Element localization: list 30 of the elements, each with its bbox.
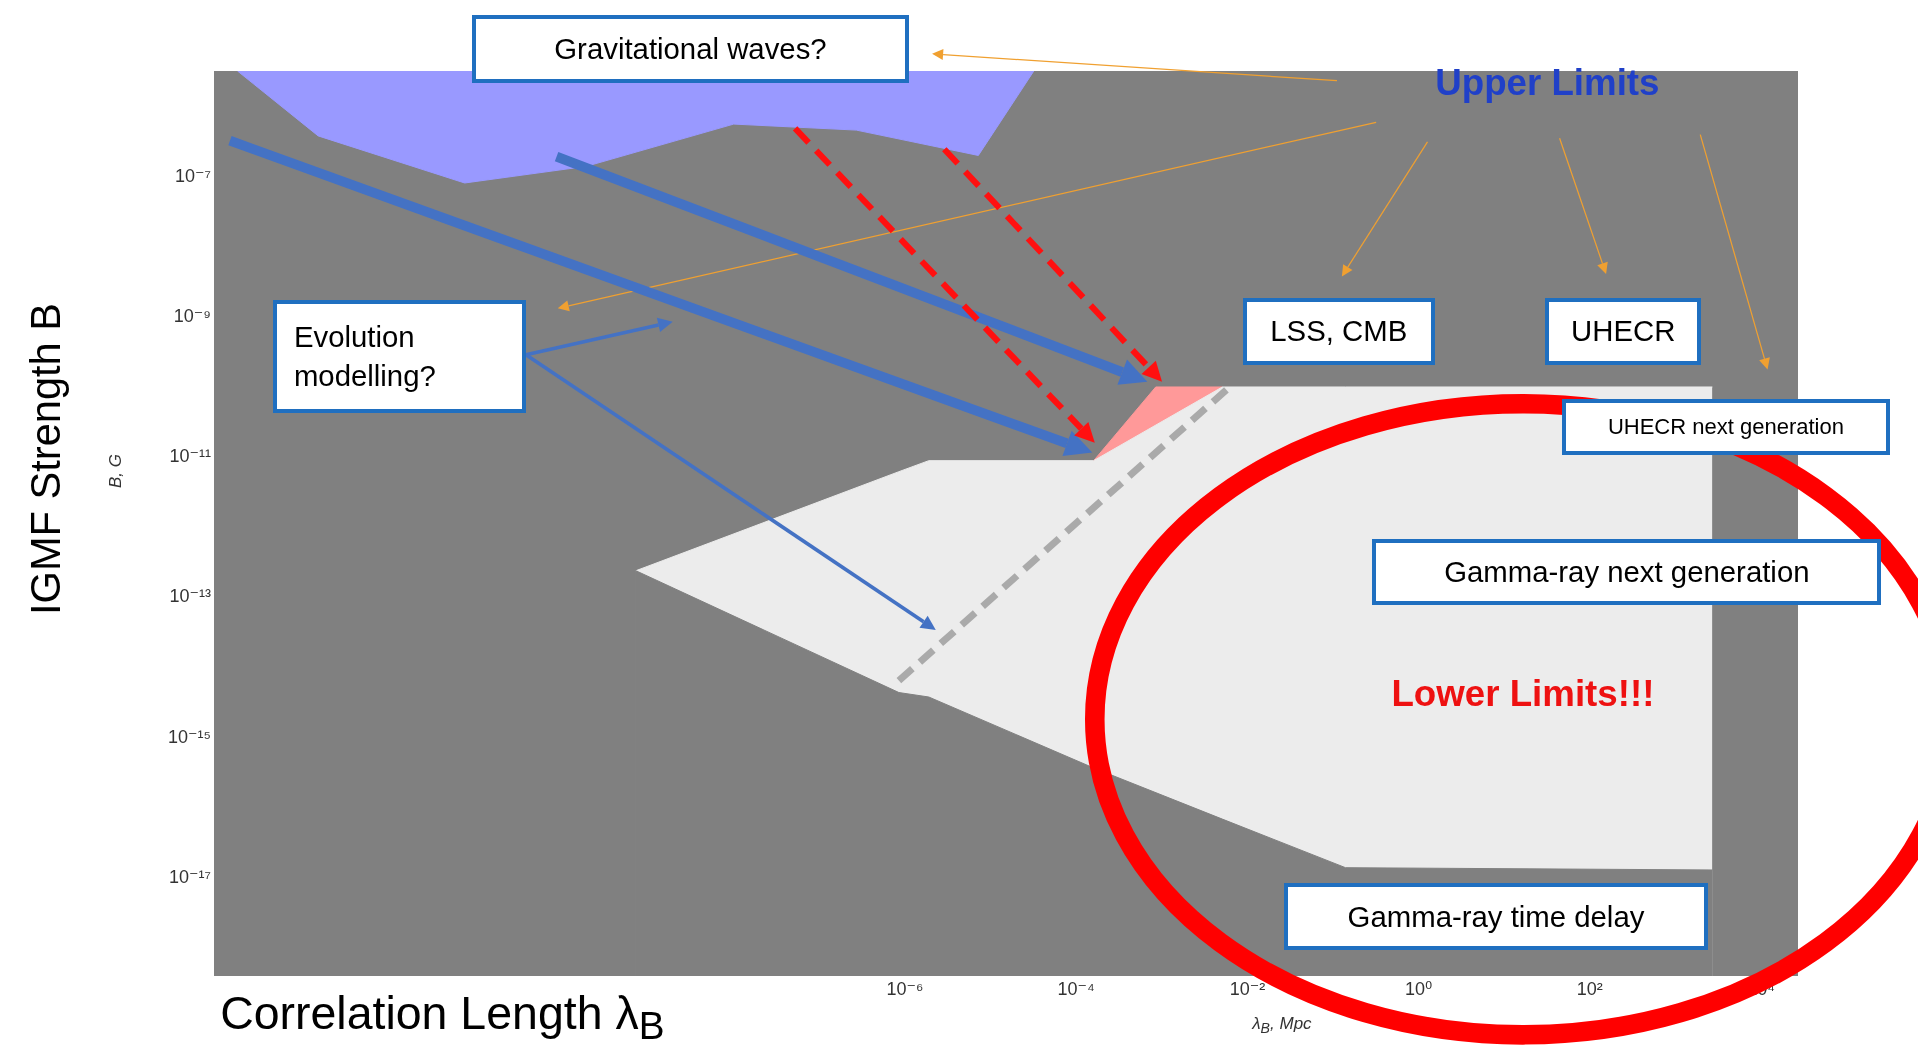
annotation: UHECR	[1571, 313, 1676, 350]
annotation: Gamma-ray next generation	[1444, 554, 1810, 591]
y-tick-label: 10⁻⁷	[174, 165, 211, 186]
y-tick-label: 10⁻¹⁷	[168, 866, 211, 887]
text-box: Gravitational waves?	[472, 14, 909, 84]
x-tick-label: 10⁻⁴	[1057, 978, 1095, 999]
text-box: Evolution modelling?	[272, 299, 526, 414]
annotation: UHECR next generation	[1607, 412, 1844, 441]
text-box: Gamma-ray next generation	[1372, 539, 1882, 606]
y-tick-label: 10⁻⁹	[173, 305, 211, 326]
text: Correlation Length λ$_{B}$	[220, 986, 665, 1050]
x-axis-title: λ$_{B}$, Mpc	[1252, 1013, 1312, 1037]
annotation: Upper Limits	[1435, 61, 1660, 106]
y-axis-title: B, G	[106, 453, 127, 488]
y-tick-label: 10⁻¹⁵	[168, 726, 211, 747]
annotation: Gamma-ray time delay	[1347, 898, 1645, 935]
annotation: Evolution modelling?	[293, 319, 437, 394]
text-box: Gamma-ray time delay	[1284, 883, 1708, 951]
x-tick-label: 10²	[1576, 978, 1603, 999]
x-tick-label: 10⁰	[1404, 978, 1433, 999]
text-box: LSS, CMB	[1242, 298, 1435, 365]
y-tick-label: 10⁻¹³	[169, 586, 211, 607]
text-box: UHECR	[1544, 298, 1702, 365]
annotation: LSS, CMB	[1270, 313, 1408, 350]
x-tick-label: 10⁻⁶	[886, 978, 924, 999]
x-tick-label: 10⁻²	[1229, 978, 1266, 999]
text: IGMF Strength B	[22, 302, 71, 615]
text-box: UHECR next generation	[1562, 398, 1890, 456]
annotation: Lower Limits!!!	[1391, 671, 1655, 716]
y-tick-label: 10⁻¹¹	[169, 446, 211, 467]
